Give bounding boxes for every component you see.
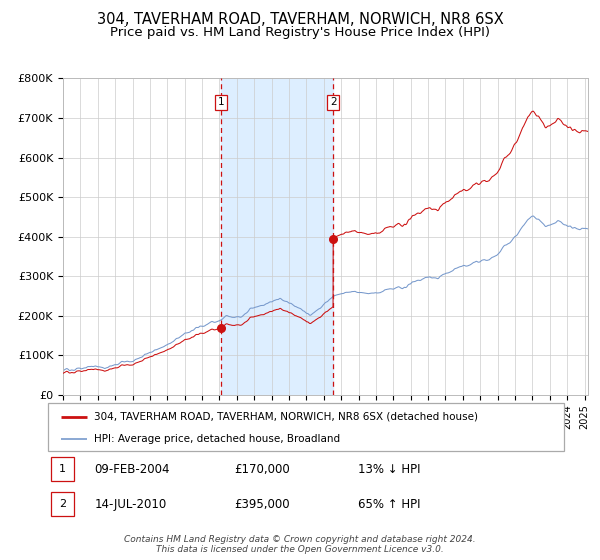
Text: Contains HM Land Registry data © Crown copyright and database right 2024.
This d: Contains HM Land Registry data © Crown c… [124,535,476,554]
Text: 2: 2 [330,97,337,107]
Text: 09-FEB-2004: 09-FEB-2004 [94,463,170,475]
Text: £395,000: £395,000 [234,498,289,511]
Text: HPI: Average price, detached house, Broadland: HPI: Average price, detached house, Broa… [94,434,341,444]
FancyBboxPatch shape [50,457,74,481]
Bar [221,78,333,395]
Text: 14-JUL-2010: 14-JUL-2010 [94,498,167,511]
Text: 13% ↓ HPI: 13% ↓ HPI [358,463,420,475]
Text: 304, TAVERHAM ROAD, TAVERHAM, NORWICH, NR8 6SX (detached house): 304, TAVERHAM ROAD, TAVERHAM, NORWICH, N… [94,412,478,422]
Text: 1: 1 [59,464,65,474]
Text: 1: 1 [218,97,224,107]
FancyBboxPatch shape [50,492,74,516]
Text: 2: 2 [59,499,66,509]
Text: 304, TAVERHAM ROAD, TAVERHAM, NORWICH, NR8 6SX: 304, TAVERHAM ROAD, TAVERHAM, NORWICH, N… [97,12,503,27]
Text: £170,000: £170,000 [234,463,290,475]
FancyBboxPatch shape [48,403,564,451]
Text: 65% ↑ HPI: 65% ↑ HPI [358,498,420,511]
Text: Price paid vs. HM Land Registry's House Price Index (HPI): Price paid vs. HM Land Registry's House … [110,26,490,39]
